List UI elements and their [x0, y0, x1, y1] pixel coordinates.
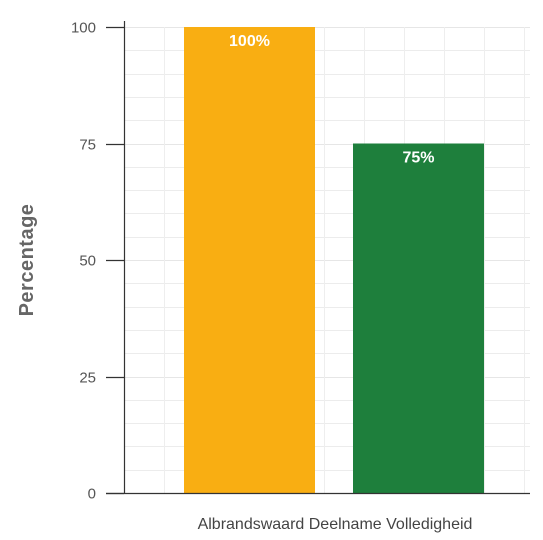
axes: 0 25 50 75 100 — [71, 20, 530, 503]
bars: 100% 75% — [184, 27, 484, 493]
y-tick-label: 100 — [71, 20, 96, 37]
data-label-series-1: 100% — [229, 33, 270, 50]
y-tick-label: 50 — [79, 253, 96, 270]
y-axis-label: Percentage — [16, 204, 38, 317]
labels: Percentage Albrandswaard Deelname Volled… — [16, 204, 472, 533]
x-category-label: Albrandswaard Deelname Volledigheid — [198, 516, 473, 533]
bar-series-1 — [184, 27, 315, 493]
y-tick-label: 75 — [79, 137, 96, 154]
y-tick-label: 25 — [79, 370, 96, 387]
y-tick-label: 0 — [88, 486, 96, 503]
data-label-series-2: 75% — [402, 150, 434, 167]
bar-series-2 — [353, 143, 484, 493]
